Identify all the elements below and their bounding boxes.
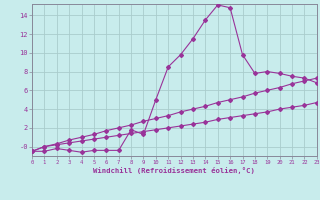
X-axis label: Windchill (Refroidissement éolien,°C): Windchill (Refroidissement éolien,°C) <box>93 167 255 174</box>
